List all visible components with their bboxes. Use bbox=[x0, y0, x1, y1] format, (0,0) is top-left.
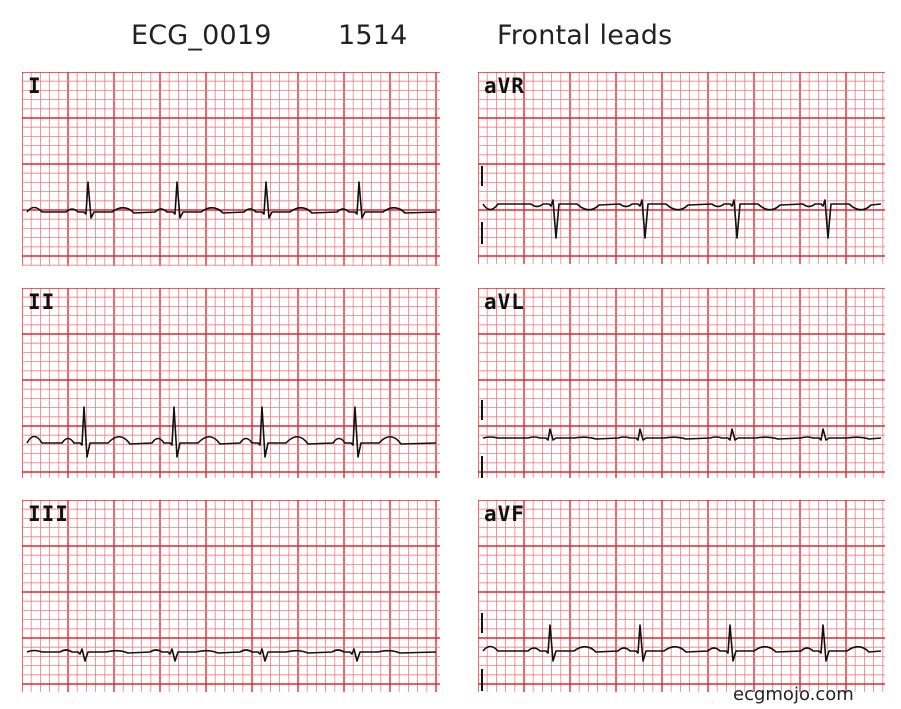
lead-panel-II: II bbox=[22, 288, 440, 478]
grid-lines bbox=[478, 288, 885, 478]
ecg-trace bbox=[26, 181, 437, 219]
ecg-grid-III bbox=[22, 500, 440, 692]
lead-panel-aVL: aVL bbox=[478, 288, 885, 478]
grid-lines bbox=[22, 500, 440, 692]
grid-lines bbox=[478, 500, 885, 692]
ecg-trace bbox=[482, 428, 882, 441]
lead-label-III: III bbox=[28, 502, 69, 526]
lead-label-aVF: aVF bbox=[484, 502, 525, 526]
ecg-grid-I bbox=[22, 72, 440, 266]
lead-panel-aVF: aVF bbox=[478, 500, 885, 692]
ecg-trace bbox=[26, 406, 437, 458]
lead-label-I: I bbox=[28, 74, 42, 98]
header-number: 1514 bbox=[338, 20, 408, 51]
ecg-trace bbox=[26, 648, 437, 662]
lead-label-aVR: aVR bbox=[484, 74, 525, 98]
ecg-grid-II bbox=[22, 288, 440, 478]
lead-label-II: II bbox=[28, 290, 56, 314]
lead-label-aVL: aVL bbox=[484, 290, 525, 314]
ecg-grid-aVF bbox=[478, 500, 885, 692]
grid-lines bbox=[22, 288, 440, 478]
grid-lines bbox=[22, 72, 440, 266]
ecg-trace bbox=[482, 624, 882, 662]
ecg-trace bbox=[482, 199, 882, 239]
grid-lines bbox=[478, 72, 885, 264]
lead-panel-I: I bbox=[22, 72, 440, 266]
credit-text: ecgmojo.com bbox=[733, 684, 854, 705]
lead-panel-aVR: aVR bbox=[478, 72, 885, 264]
lead-panel-III: III bbox=[22, 500, 440, 692]
ecg-grid-aVR bbox=[478, 72, 885, 264]
header-title: Frontal leads bbox=[497, 20, 673, 51]
ecg-grid-aVL bbox=[478, 288, 885, 478]
header-id: ECG_0019 bbox=[131, 20, 272, 51]
